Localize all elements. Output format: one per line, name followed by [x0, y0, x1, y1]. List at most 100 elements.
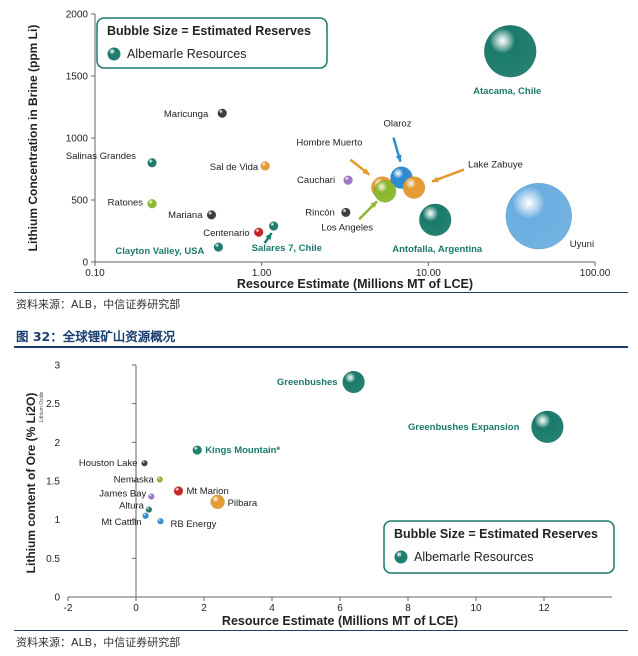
point-label: Centenario — [203, 228, 249, 239]
y-tick-label: 0 — [82, 258, 88, 269]
brine-bubble-chart: 0 500 1000 1500 2000 0.10 1.00 10.00 100.00 Resou… — [26, 10, 611, 292]
point-label: Nemaska — [114, 474, 155, 485]
legend-box — [96, 17, 328, 69]
x-tick-label: 2 — [201, 603, 207, 614]
bubble-mt-marion — [173, 486, 184, 496]
point-label: Ratones — [108, 198, 144, 209]
point-label: Mt Cattlin — [101, 517, 141, 528]
x-tick-label: 100.00 — [580, 268, 611, 279]
bubble-centenario — [253, 227, 264, 237]
bubble-rb-energy — [157, 517, 164, 525]
x-tick-label: 6 — [337, 603, 343, 614]
bubble-mt-cattlin — [142, 512, 149, 520]
point-label: Sal de Vida — [210, 162, 259, 173]
point-label: Mariana — [168, 210, 203, 221]
point-label: Greenbushes Expansion — [408, 422, 520, 433]
ore-bubble-chart: 0 0.5 1 1.5 2 2.5 3 -2 0 2 4 6 8 10 12 Resource Estimat… — [24, 361, 615, 628]
bubble-clayton-valley-usa — [213, 242, 224, 252]
bubble-atacama-chile — [483, 24, 537, 78]
bubble-kings-mountain — [192, 445, 202, 455]
x-axis-title: Resource Estimate (Millions MT of LCE) — [237, 277, 473, 291]
point-label: Uyuni — [570, 239, 594, 250]
x-tick-label: 0 — [133, 603, 139, 614]
legend-swatch — [107, 47, 121, 61]
point-label: Rincón — [305, 207, 335, 218]
point-label: Salares 7, Chile — [252, 243, 322, 254]
point-label: Pilbara — [228, 498, 258, 509]
y-tick-label: 3 — [54, 361, 60, 372]
point-label: Altura — [119, 501, 145, 512]
point-label: Hombre Muerto — [296, 138, 362, 149]
y-axis-title: Lithium Concentration in Brine (ppm Li) — [26, 25, 40, 252]
pointer-arrow-head — [370, 201, 378, 208]
bubble-mariana — [206, 210, 217, 220]
y-tick-label: 2.5 — [46, 399, 60, 410]
y-tick-label: 500 — [71, 196, 88, 207]
point-label: Salinas Grandes — [66, 151, 136, 162]
bubble-pilbara — [210, 494, 225, 510]
pointer-arrow-head — [265, 233, 272, 240]
x-tick-label: 0.10 — [85, 268, 105, 279]
y-tick-label: 0 — [54, 593, 60, 604]
y-tick-label: 2000 — [66, 10, 89, 21]
bubble-altura — [145, 506, 153, 513]
legend-title: Bubble Size = Estimated Reserves — [394, 527, 598, 541]
y-tick-label: 1500 — [66, 72, 89, 83]
point-label: Olaroz — [383, 119, 411, 130]
x-tick-label: 4 — [269, 603, 275, 614]
bubble-rinc-n — [341, 207, 351, 218]
bubble-greenbushes-expansion — [531, 410, 564, 444]
pointer-arrow-head — [431, 176, 439, 183]
point-label: Houston Lake — [79, 458, 138, 469]
bubble-nemaska — [156, 476, 164, 483]
legend-box — [383, 520, 615, 574]
bubble-james-bay — [148, 493, 155, 500]
x-tick-label: -2 — [64, 603, 73, 614]
pointer-arrow-head — [395, 154, 402, 162]
bubble-uyuni — [505, 182, 573, 250]
bubble-los-angeles — [373, 180, 397, 203]
y-axis-title: Lithium content of Ore (% Li2O) — [24, 393, 38, 574]
source-note-2: 资料来源：ALB，中信证券研究部 — [16, 636, 181, 649]
point-label: Clayton Valley, USA — [115, 246, 204, 257]
point-label: RB Energy — [170, 519, 216, 530]
legend-title: Bubble Size = Estimated Reserves — [107, 24, 311, 38]
y-tick-label: 1000 — [66, 134, 89, 145]
point-label: Kings Mountain* — [205, 445, 280, 456]
bubble-maricunga — [217, 108, 227, 118]
point-label: Atacama, Chile — [473, 86, 541, 97]
legend-item: Albemarle Resources — [127, 47, 247, 61]
y-tick-label: 0.5 — [46, 554, 60, 565]
caption-divider — [14, 346, 628, 348]
divider — [14, 630, 628, 631]
bubble-antofalla-argentina — [418, 203, 452, 237]
bubble-cauchari — [343, 175, 353, 185]
x-tick-label: 1.00 — [252, 268, 272, 279]
bubble-houston-lake — [141, 459, 148, 467]
point-label: James Bay — [99, 488, 146, 499]
x-tick-label: 10 — [470, 603, 482, 614]
x-tick-label: 12 — [538, 603, 550, 614]
point-label: Cauchari — [297, 175, 335, 186]
legend-swatch — [394, 550, 408, 564]
point-label: Mt Marion — [187, 486, 229, 497]
point-label: Maricunga — [164, 109, 209, 120]
point-label: Lake Zabuye — [468, 160, 523, 171]
bubble-greenbushes — [342, 370, 365, 394]
y-tick-label: 1.5 — [46, 477, 60, 488]
point-label: Antofalla, Argentina — [392, 244, 483, 255]
divider — [14, 292, 628, 293]
x-tick-label: 8 — [405, 603, 411, 614]
y-tick-label: 2 — [54, 438, 60, 449]
legend-item: Albemarle Resources — [414, 550, 534, 564]
source-note-1: 资料来源：ALB，中信证券研究部 — [16, 298, 181, 311]
x-tick-label: 10.00 — [416, 268, 441, 279]
bubble-salares-7-chile — [268, 221, 279, 231]
pointer-arrow-head — [362, 168, 370, 175]
y-axis-subtitle: Lithium Oxide — [39, 392, 45, 423]
figure-caption: 图 32：全球锂矿山资源概况 — [16, 329, 176, 344]
bubble-lake-zabuye — [402, 176, 426, 199]
bubble-sal-de-vida — [260, 161, 270, 171]
bubble-ratones — [147, 198, 157, 209]
